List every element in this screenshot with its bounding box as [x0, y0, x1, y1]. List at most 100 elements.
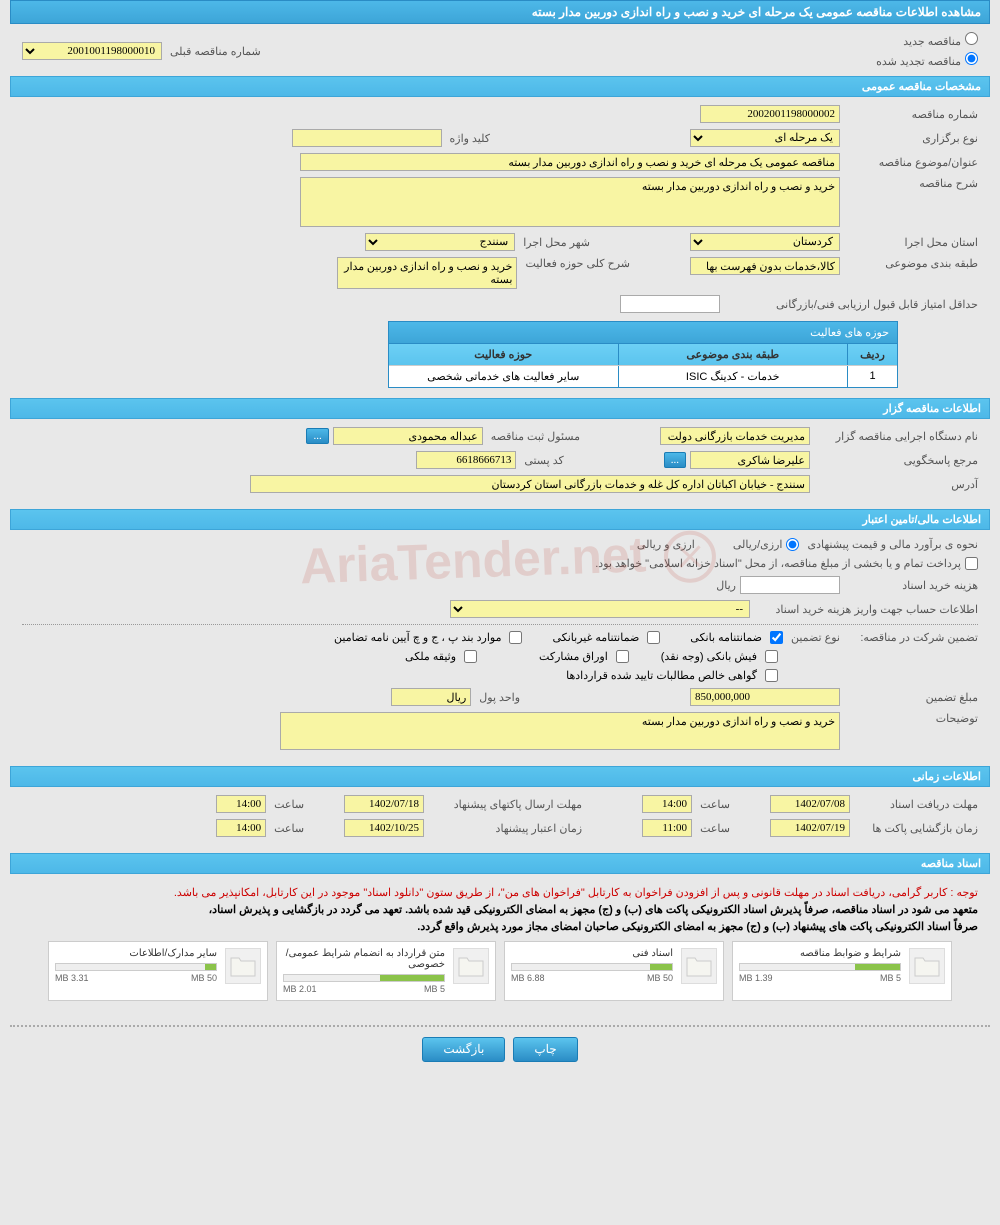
remarks-label: توضیحات	[848, 712, 978, 725]
cb-bonds[interactable]	[616, 650, 629, 663]
rial-label: ریال	[716, 579, 736, 592]
back-button[interactable]: بازگشت	[422, 1037, 505, 1062]
th-cat: طبقه بندی موضوعی	[618, 344, 848, 365]
subject-label: عنوان/موضوع مناقصه	[848, 156, 978, 169]
send-h[interactable]	[216, 795, 266, 813]
postal-label: کد پستی	[524, 454, 563, 467]
cb-bank[interactable]	[770, 631, 783, 644]
send-date[interactable]	[344, 795, 424, 813]
province-select[interactable]: کردستان	[690, 233, 840, 251]
page-title: مشاهده اطلاعات مناقصه عمومی یک مرحله ای …	[10, 0, 990, 24]
receive-date[interactable]	[770, 795, 850, 813]
category-label: طبقه بندی موضوعی	[848, 257, 978, 270]
guarantee-type-label: نوع تضمین	[791, 631, 840, 644]
doc-size: 1.39 MB	[739, 973, 773, 983]
account-select[interactable]: --	[450, 600, 750, 618]
radio-renewed[interactable]	[965, 52, 978, 65]
reg-more-button[interactable]: ...	[306, 428, 328, 444]
radio-renewed-label: مناقصه تجدید شده	[876, 56, 961, 68]
section-fin: اطلاعات مالی/تامین اعتبار	[10, 509, 990, 530]
desc-label: شرح مناقصه	[848, 177, 978, 190]
receive-label: مهلت دریافت اسناد	[858, 798, 978, 811]
agency-input[interactable]	[660, 427, 810, 445]
open-date[interactable]	[770, 819, 850, 837]
unit-input[interactable]	[391, 688, 471, 706]
open-h-label: ساعت	[700, 822, 730, 835]
type-select[interactable]: یک مرحله ای	[690, 129, 840, 147]
cb-cash-label: فیش بانکی (وجه نقد)	[661, 650, 757, 663]
th-row: ردیف	[847, 344, 897, 365]
amount-label: مبلغ تضمین	[848, 691, 978, 704]
open-label: زمان بازگشایی پاکت ها	[858, 822, 978, 835]
amount-input[interactable]	[690, 688, 840, 706]
reg-input[interactable]	[333, 427, 483, 445]
cb-deed[interactable]	[464, 650, 477, 663]
td-n: 1	[847, 366, 897, 387]
send-label: مهلت ارسال پاکتهای پیشنهاد	[432, 798, 582, 811]
doc-card[interactable]: متن قرارداد به انضمام شرایط عمومی/خصوصی5…	[276, 941, 496, 1001]
province-label: استان محل اجرا	[848, 236, 978, 249]
est-cur: ارزی و ریالی	[637, 538, 695, 551]
doc-max: 50 MB	[191, 973, 217, 983]
num-input[interactable]	[700, 105, 840, 123]
cb-cert[interactable]	[765, 669, 778, 682]
valid-h[interactable]	[216, 819, 266, 837]
agency-label: نام دستگاه اجرایی مناقصه گزار	[818, 430, 978, 443]
th-scope: حوزه فعالیت	[389, 344, 618, 365]
open-h[interactable]	[642, 819, 692, 837]
prev-num-label: شماره مناقصه قبلی	[170, 45, 261, 58]
notice-b2: صرفاً اسناد الکترونیکی پاکت های پیشنهاد …	[22, 920, 978, 933]
folder-icon	[453, 948, 489, 984]
doc-title: شرایط و ضوابط مناقصه	[739, 948, 901, 959]
doccost-input[interactable]	[740, 576, 840, 594]
table-row: 1 خدمات - کدینگ ISIC سایر فعالیت های خدم…	[389, 365, 897, 387]
postal-input[interactable]	[416, 451, 516, 469]
doc-card[interactable]: شرایط و ضوابط مناقصه 5 MB 1.39 MB	[732, 941, 952, 1001]
prev-num-select[interactable]: 2001001198000010	[22, 42, 162, 60]
notice-red: توجه : کاربر گرامی، دریافت اسناد در مهلت…	[22, 886, 978, 899]
doc-card[interactable]: سایر مدارک/اطلاعات50 MB3.31 MB	[48, 941, 268, 1001]
valid-date[interactable]	[344, 819, 424, 837]
folder-icon	[681, 948, 717, 984]
doc-size: 2.01 MB	[283, 984, 317, 994]
city-label: شهر محل اجرا	[523, 236, 590, 249]
cb-cert-label: گواهی خالص مطالبات تایید شده قراردادها	[566, 669, 757, 682]
type-label: نوع برگزاری	[848, 132, 978, 145]
doc-max: 5 MB	[424, 984, 445, 994]
cb-bonds-label: اوراق مشارکت	[539, 650, 608, 663]
td-scope: سایر فعالیت های خدماتی شخصی	[389, 366, 618, 387]
remarks-textarea[interactable]: خرید و نصب و راه اندازی دوربین مدار بسته	[280, 712, 840, 750]
scope-textarea[interactable]: خرید و نصب و راه اندازی دوربین مدار بسته	[337, 257, 517, 289]
activity-table-title: حوزه های فعالیت	[389, 322, 897, 343]
est-radio[interactable]	[786, 538, 799, 551]
subject-input[interactable]	[300, 153, 840, 171]
category-input[interactable]	[690, 257, 840, 275]
send-h-label: ساعت	[274, 798, 304, 811]
contact-more-button[interactable]: ...	[664, 452, 686, 468]
contact-input[interactable]	[690, 451, 810, 469]
section-general: مشخصات مناقصه عمومی	[10, 76, 990, 97]
cb-clause-label: موارد بند پ ، ج و چ آیین نامه تضامین	[334, 631, 501, 644]
minscore-input[interactable]	[620, 295, 720, 313]
cb-nonbank[interactable]	[647, 631, 660, 644]
account-label: اطلاعات حساب جهت واریز هزینه خرید اسناد	[758, 603, 978, 616]
radio-new[interactable]	[965, 32, 978, 45]
cb-nonbank-label: ضمانتنامه غیربانکی	[552, 631, 639, 644]
treasury-checkbox[interactable]	[965, 557, 978, 570]
address-input[interactable]	[250, 475, 810, 493]
cb-clause[interactable]	[509, 631, 522, 644]
doc-max: 50 MB	[647, 973, 673, 983]
valid-label: زمان اعتبار پیشنهاد	[432, 822, 582, 835]
doc-max: 5 MB	[880, 973, 901, 983]
valid-h-label: ساعت	[274, 822, 304, 835]
est-opt: ارزی/ریالی	[733, 538, 783, 551]
desc-textarea[interactable]: خرید و نصب و راه اندازی دوربین مدار بسته	[300, 177, 840, 227]
keyword-input[interactable]	[292, 129, 442, 147]
folder-icon	[225, 948, 261, 984]
city-select[interactable]: سنندج	[365, 233, 515, 251]
receive-h[interactable]	[642, 795, 692, 813]
print-button[interactable]: چاپ	[513, 1037, 577, 1062]
cb-cash[interactable]	[765, 650, 778, 663]
td-cat: خدمات - کدینگ ISIC	[618, 366, 848, 387]
doc-card[interactable]: اسناد فنی50 MB6.88 MB	[504, 941, 724, 1001]
